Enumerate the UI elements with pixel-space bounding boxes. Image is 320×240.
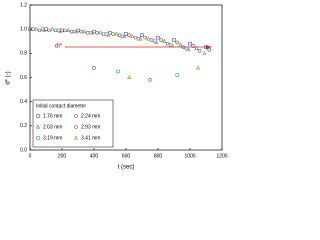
data-point bbox=[204, 45, 208, 49]
data-point bbox=[202, 51, 207, 55]
legend-title: Initial contact diameter bbox=[36, 103, 86, 109]
data-point bbox=[101, 32, 106, 36]
x-tick-label: 200 bbox=[58, 153, 67, 159]
data-point bbox=[162, 38, 167, 43]
data-point bbox=[133, 35, 138, 40]
y-tick-label: 0.0 bbox=[20, 147, 27, 153]
data-point bbox=[148, 78, 152, 82]
y-tick-label: 0.6 bbox=[20, 75, 27, 81]
data-point bbox=[50, 26, 55, 31]
legend-label: 1.76 mm bbox=[43, 113, 62, 119]
data-point bbox=[92, 66, 96, 70]
data-point bbox=[165, 41, 170, 46]
annotation: di* bbox=[55, 44, 63, 50]
legend-marker bbox=[36, 114, 40, 118]
data-point bbox=[197, 49, 202, 53]
data-point bbox=[159, 38, 163, 42]
data-point bbox=[69, 29, 74, 34]
data-point bbox=[111, 32, 115, 36]
data-point bbox=[95, 30, 99, 35]
data-point bbox=[207, 47, 211, 52]
legend-label: 2.93 mm bbox=[81, 124, 100, 130]
data-point bbox=[34, 26, 39, 31]
data-point bbox=[42, 28, 47, 32]
data-point bbox=[108, 31, 112, 35]
data-point bbox=[186, 47, 191, 52]
legend-label: 3.19 mm bbox=[43, 135, 62, 141]
data-point bbox=[178, 42, 183, 47]
data-point bbox=[85, 30, 90, 35]
legend-marker bbox=[35, 124, 41, 129]
data-point bbox=[114, 31, 119, 36]
legend-marker bbox=[73, 135, 79, 140]
data-point bbox=[117, 33, 122, 38]
x-tick-label: 1200 bbox=[216, 153, 227, 159]
y-tick-label: 1.0 bbox=[20, 26, 27, 32]
x-tick-label: 400 bbox=[90, 153, 99, 159]
data-point bbox=[47, 28, 52, 33]
data-point bbox=[138, 36, 143, 41]
data-point bbox=[175, 40, 179, 45]
data-point bbox=[191, 44, 195, 48]
legend-marker bbox=[36, 136, 40, 140]
x-tick-label: 0 bbox=[29, 153, 32, 159]
data-point bbox=[122, 34, 127, 38]
y-tick-label: 0.4 bbox=[20, 99, 27, 105]
data-point bbox=[194, 46, 199, 51]
data-point bbox=[74, 29, 79, 34]
data-point bbox=[170, 43, 175, 48]
data-point bbox=[156, 35, 160, 40]
data-point bbox=[28, 27, 32, 31]
legend-label: 2.03 mm bbox=[43, 124, 62, 130]
legend-marker bbox=[74, 114, 78, 118]
x-tick-label: 1000 bbox=[184, 153, 195, 159]
data-point bbox=[146, 36, 151, 41]
y-tick-label: 0.2 bbox=[20, 123, 27, 129]
data-point bbox=[63, 28, 67, 33]
chart: t (sec) d* (-) di* Initial contact diame… bbox=[6, 2, 228, 171]
data-point bbox=[195, 65, 201, 70]
data-point bbox=[172, 38, 176, 42]
data-point bbox=[79, 29, 83, 34]
data-point bbox=[90, 30, 95, 35]
data-point bbox=[53, 28, 58, 33]
legend-label: 3.41 mm bbox=[81, 135, 100, 141]
data-point bbox=[124, 32, 128, 36]
legend-marker bbox=[74, 125, 78, 129]
x-tick-label: 800 bbox=[154, 153, 163, 159]
data-point bbox=[143, 35, 147, 40]
data-point bbox=[82, 29, 87, 34]
data-point bbox=[66, 28, 71, 32]
y-tick-label: 0.8 bbox=[20, 51, 27, 57]
data-point bbox=[98, 30, 103, 35]
data-point bbox=[127, 75, 132, 79]
data-point bbox=[130, 34, 135, 38]
data-point bbox=[58, 29, 63, 34]
data-point bbox=[188, 41, 192, 46]
data-point bbox=[175, 73, 179, 77]
y-axis-label: d* (-) bbox=[6, 71, 12, 84]
data-point bbox=[149, 38, 154, 42]
data-point bbox=[127, 33, 131, 38]
legend-box bbox=[32, 99, 114, 148]
y-tick-label: 1.2 bbox=[20, 2, 27, 8]
data-point bbox=[106, 32, 111, 37]
data-point bbox=[31, 27, 36, 31]
x-tick-label: 600 bbox=[122, 153, 131, 159]
data-point bbox=[116, 69, 120, 74]
data-point bbox=[154, 40, 159, 44]
data-point bbox=[140, 33, 144, 37]
legend-label: 2.24 mm bbox=[81, 113, 100, 119]
x-axis-label: t (sec) bbox=[118, 165, 135, 171]
data-point bbox=[37, 28, 42, 33]
